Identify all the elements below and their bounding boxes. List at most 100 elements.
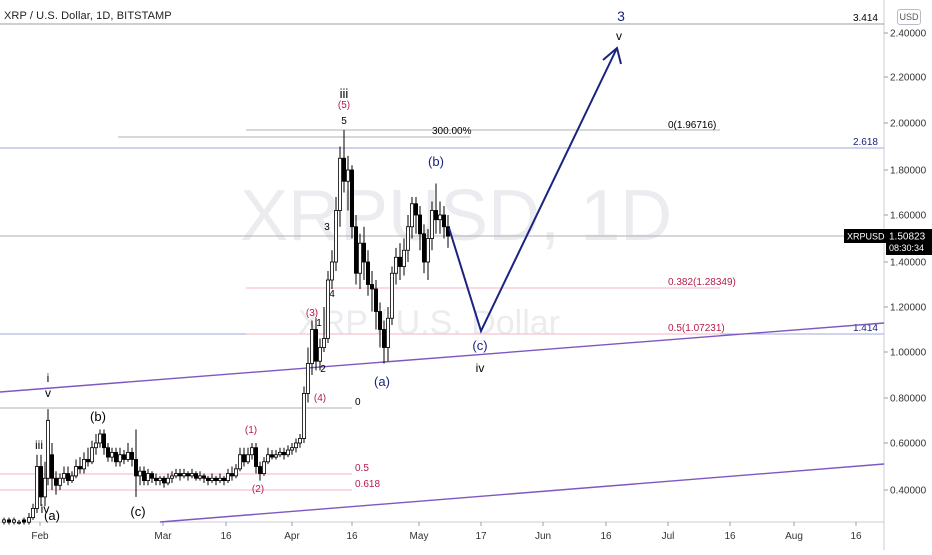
candle-body: [149, 473, 154, 479]
candle-body: [237, 454, 242, 470]
x-tick-label: Jun: [535, 531, 551, 542]
candle-body: [102, 433, 107, 449]
candle-body: [157, 477, 162, 481]
wave-label: (2): [252, 484, 264, 495]
last-price-box: [886, 229, 932, 255]
candle-body: [74, 466, 79, 477]
candle-body: [133, 459, 138, 477]
candle-body: [293, 442, 298, 449]
x-tick-label: May: [410, 531, 429, 542]
candle-body: [181, 473, 186, 477]
candle-body: [114, 451, 119, 463]
wave-label: iv: [476, 361, 485, 375]
candle-body: [98, 433, 103, 444]
candle-body: [385, 317, 390, 348]
projection-path: [448, 47, 618, 334]
candle-body: [261, 461, 266, 474]
wave-label: iii: [340, 86, 349, 101]
currency-button[interactable]: USD: [897, 9, 921, 25]
candle-body: [369, 284, 374, 290]
candle-body: [249, 447, 254, 456]
candle-body: [165, 477, 170, 484]
candle-body: [393, 256, 398, 274]
candle-body: [349, 169, 354, 228]
candle-body: [281, 451, 286, 456]
candle-body: [209, 477, 214, 481]
candle-body: [313, 329, 318, 362]
candle-body: [221, 477, 226, 481]
watermark-symbol: XRPUSD, 1D: [240, 176, 672, 256]
candle-body: [353, 226, 358, 274]
candle-body: [429, 210, 434, 239]
y-tick-label: 0.80000: [890, 394, 927, 405]
candle-body: [26, 517, 31, 523]
candle-body: [433, 210, 438, 221]
wave-label: i: [47, 371, 50, 385]
candle-body: [106, 447, 111, 458]
y-tick-label: 1.20000: [890, 303, 927, 314]
price-level-label: 1.414: [853, 323, 878, 334]
candle-body: [381, 329, 386, 348]
candle-body: [11, 519, 16, 523]
countdown-label: 08:30:34: [889, 243, 924, 253]
y-tick-label: 2.40000: [890, 29, 927, 40]
channel-lower-line: [159, 463, 885, 523]
candle-body: [317, 347, 322, 362]
wave-label: v: [45, 386, 51, 400]
x-tick-label: Apr: [284, 531, 300, 542]
candle-body: [361, 242, 366, 263]
candle-body: [345, 169, 350, 182]
candle-body: [389, 272, 394, 319]
y-tick-label: 1.60000: [890, 211, 927, 222]
y-tick-label: 1.00000: [890, 348, 927, 359]
fib-level-label: 0: [355, 397, 361, 408]
candle-body: [277, 451, 282, 456]
candle-body: [297, 438, 302, 444]
candle-body: [413, 203, 418, 216]
candle-body: [153, 477, 158, 481]
wave-label: (5): [338, 100, 350, 111]
candle-body: [197, 475, 202, 479]
candle-body: [289, 447, 294, 451]
x-tick-label: Jul: [662, 531, 675, 542]
symbol-tag-label: XRPUSD: [847, 232, 885, 242]
wave-label: (3): [306, 308, 318, 319]
candle-body: [405, 226, 410, 251]
candle-body: [16, 521, 21, 524]
candle-body: [58, 477, 63, 486]
candle-body: [46, 420, 51, 479]
fib-level-label: 0.5: [355, 463, 369, 474]
candle-body: [177, 473, 182, 477]
candle-body: [217, 477, 222, 481]
wave-label: (b): [90, 409, 106, 424]
candle-body: [39, 466, 44, 498]
candle-body: [62, 473, 67, 479]
candle-body: [173, 473, 178, 477]
candle-body: [129, 451, 134, 460]
x-tick-label: Feb: [31, 531, 49, 542]
candle-body: [269, 454, 274, 458]
candle-body: [325, 279, 330, 339]
candle-body: [265, 454, 270, 463]
wave-label: 3: [617, 8, 625, 24]
price-level-label: 3.414: [853, 13, 878, 24]
y-tick-label: 2.00000: [890, 119, 927, 130]
wave-label: (1): [245, 425, 257, 436]
candle-body: [66, 473, 71, 481]
y-tick-label: 0.40000: [890, 486, 927, 497]
price-level-label: 2.618: [853, 137, 878, 148]
candle-body: [301, 392, 306, 439]
wave-label: v: [616, 29, 622, 43]
candle-body: [94, 442, 99, 449]
x-tick-label: Aug: [785, 531, 803, 542]
x-tick-label: Mar: [154, 531, 172, 542]
projection-arrowhead: [602, 46, 622, 65]
candle-body: [161, 477, 166, 484]
candle-body: [333, 210, 338, 263]
candle-body: [365, 261, 370, 285]
wave-label: 3: [324, 222, 330, 233]
candle-body: [141, 470, 146, 482]
candle-body: [285, 449, 290, 456]
